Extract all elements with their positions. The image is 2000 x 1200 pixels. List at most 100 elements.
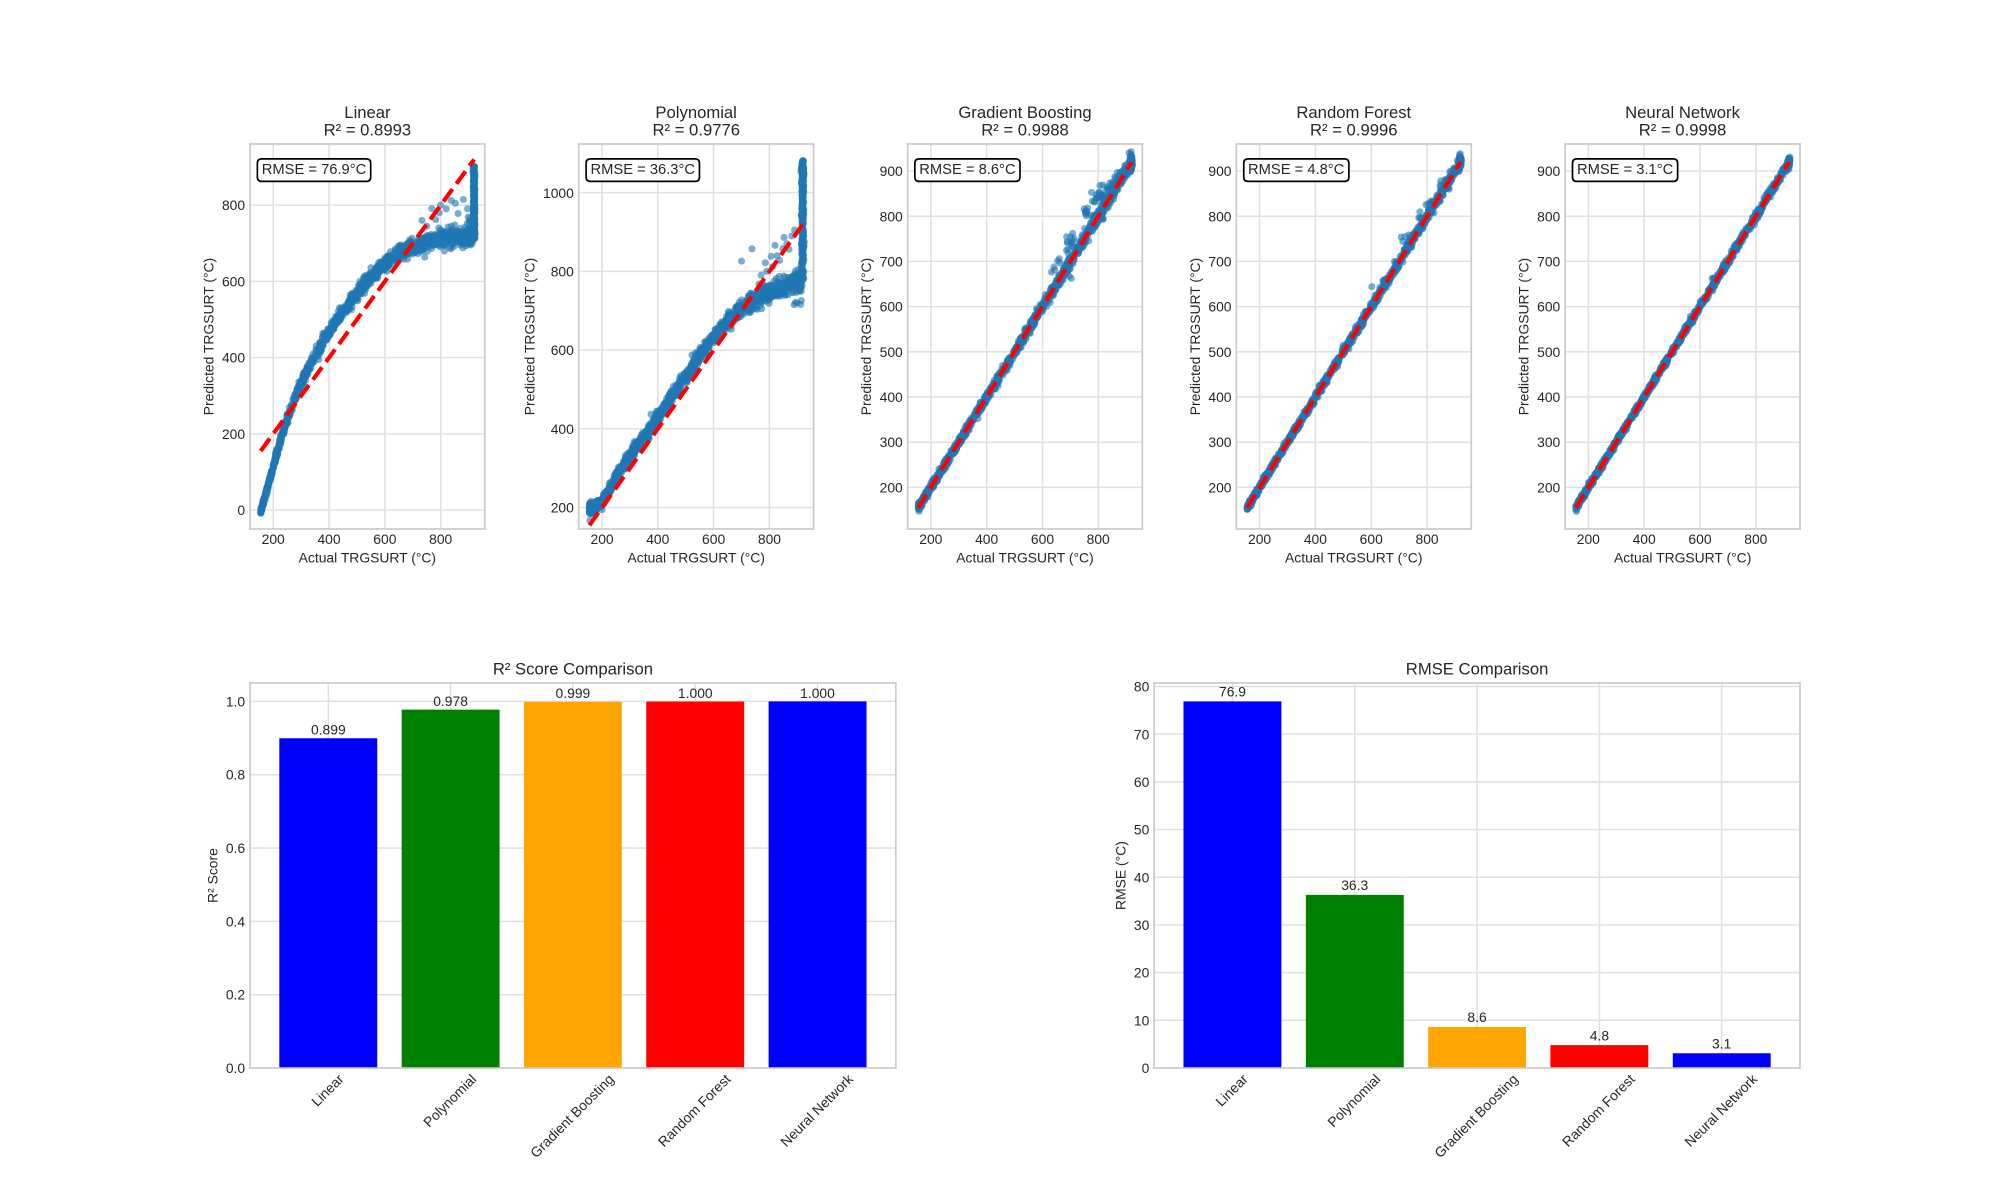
svg-text:Gradient Boosting: Gradient Boosting [958, 103, 1091, 122]
svg-text:Predicted TRGSURT (°C): Predicted TRGSURT (°C) [858, 258, 874, 415]
svg-text:4.8: 4.8 [1590, 1027, 1610, 1043]
svg-text:200: 200 [551, 500, 574, 516]
svg-text:60: 60 [1134, 774, 1150, 790]
svg-text:1.000: 1.000 [800, 685, 835, 701]
svg-text:Random Forest: Random Forest [1296, 103, 1411, 122]
svg-text:800: 800 [429, 531, 452, 547]
svg-text:30: 30 [1134, 917, 1150, 933]
svg-text:R² Score Comparison: R² Score Comparison [493, 660, 653, 679]
svg-text:600: 600 [1688, 531, 1711, 547]
svg-text:3.1: 3.1 [1712, 1035, 1732, 1051]
svg-text:R² = 0.9996: R² = 0.9996 [1310, 121, 1398, 140]
svg-text:0: 0 [237, 502, 245, 518]
svg-text:1000: 1000 [543, 185, 574, 201]
svg-text:RMSE = 76.9°C: RMSE = 76.9°C [262, 162, 367, 178]
svg-text:400: 400 [1537, 389, 1560, 405]
svg-text:200: 200 [1248, 531, 1271, 547]
svg-text:600: 600 [1537, 299, 1560, 315]
svg-text:900: 900 [1208, 163, 1231, 179]
svg-text:200: 200 [1537, 480, 1560, 496]
svg-text:76.9: 76.9 [1219, 684, 1246, 700]
svg-text:Linear: Linear [344, 103, 391, 122]
svg-text:400: 400 [1633, 531, 1656, 547]
svg-text:600: 600 [702, 531, 725, 547]
svg-text:600: 600 [1208, 299, 1231, 315]
svg-text:Predicted TRGSURT (°C): Predicted TRGSURT (°C) [200, 258, 216, 415]
svg-text:RMSE Comparison: RMSE Comparison [1406, 660, 1549, 679]
svg-text:0.899: 0.899 [311, 722, 346, 738]
svg-text:1.0: 1.0 [226, 693, 246, 709]
svg-text:0: 0 [1142, 1060, 1150, 1076]
svg-text:600: 600 [1360, 531, 1383, 547]
svg-text:800: 800 [551, 263, 574, 279]
svg-text:500: 500 [880, 344, 903, 360]
svg-text:Actual TRGSURT (°C): Actual TRGSURT (°C) [956, 549, 1093, 565]
svg-text:1.000: 1.000 [678, 685, 713, 701]
svg-text:R² = 0.9988: R² = 0.9988 [981, 121, 1069, 140]
svg-text:500: 500 [1537, 344, 1560, 360]
svg-text:Neural Network: Neural Network [1625, 103, 1740, 122]
svg-text:200: 200 [1577, 531, 1600, 547]
svg-text:R² = 0.9998: R² = 0.9998 [1639, 121, 1727, 140]
svg-text:800: 800 [880, 208, 903, 224]
svg-text:Actual TRGSURT (°C): Actual TRGSURT (°C) [1614, 549, 1751, 565]
svg-text:200: 200 [919, 531, 942, 547]
svg-text:800: 800 [1744, 531, 1767, 547]
svg-text:70: 70 [1134, 726, 1150, 742]
svg-text:900: 900 [880, 163, 903, 179]
svg-text:R² = 0.8993: R² = 0.8993 [324, 121, 412, 140]
svg-text:200: 200 [880, 480, 903, 496]
svg-text:700: 700 [1208, 253, 1231, 269]
svg-text:600: 600 [222, 273, 245, 289]
svg-text:800: 800 [1416, 531, 1439, 547]
svg-text:Actual TRGSURT (°C): Actual TRGSURT (°C) [299, 549, 436, 565]
svg-text:RMSE = 36.3°C: RMSE = 36.3°C [591, 162, 696, 178]
svg-text:40: 40 [1134, 869, 1150, 885]
svg-text:400: 400 [317, 531, 340, 547]
svg-text:Predicted TRGSURT (°C): Predicted TRGSURT (°C) [1516, 258, 1532, 415]
svg-text:800: 800 [222, 197, 245, 213]
svg-text:400: 400 [975, 531, 998, 547]
svg-text:600: 600 [373, 531, 396, 547]
svg-text:10: 10 [1134, 1012, 1150, 1028]
svg-text:Polynomial: Polynomial [655, 103, 736, 122]
svg-text:600: 600 [551, 342, 574, 358]
svg-text:300: 300 [880, 434, 903, 450]
svg-text:50: 50 [1134, 822, 1150, 838]
svg-text:400: 400 [880, 389, 903, 405]
svg-text:Predicted TRGSURT (°C): Predicted TRGSURT (°C) [1187, 258, 1203, 415]
svg-text:200: 200 [222, 426, 245, 442]
svg-text:Actual TRGSURT (°C): Actual TRGSURT (°C) [1285, 549, 1422, 565]
svg-text:200: 200 [262, 531, 285, 547]
svg-text:Actual TRGSURT (°C): Actual TRGSURT (°C) [628, 549, 765, 565]
svg-text:300: 300 [1537, 434, 1560, 450]
svg-text:600: 600 [1031, 531, 1054, 547]
svg-text:0.978: 0.978 [433, 693, 468, 709]
svg-text:RMSE = 4.8°C: RMSE = 4.8°C [1248, 162, 1345, 178]
svg-text:80: 80 [1134, 679, 1150, 695]
svg-text:0.2: 0.2 [226, 987, 246, 1003]
svg-text:300: 300 [1208, 434, 1231, 450]
svg-text:20: 20 [1134, 965, 1150, 981]
svg-text:700: 700 [1537, 253, 1560, 269]
svg-text:600: 600 [880, 299, 903, 315]
svg-text:36.3: 36.3 [1341, 877, 1368, 893]
svg-text:400: 400 [551, 421, 574, 437]
svg-text:800: 800 [758, 531, 781, 547]
svg-text:Predicted TRGSURT (°C): Predicted TRGSURT (°C) [522, 258, 538, 415]
svg-text:RMSE = 8.6°C: RMSE = 8.6°C [919, 162, 1016, 178]
svg-text:8.6: 8.6 [1467, 1009, 1487, 1025]
svg-text:400: 400 [1304, 531, 1327, 547]
svg-text:0.6: 0.6 [226, 840, 246, 856]
svg-text:800: 800 [1087, 531, 1110, 547]
svg-text:0.999: 0.999 [556, 685, 591, 701]
svg-text:200: 200 [1208, 480, 1231, 496]
svg-text:0.4: 0.4 [226, 913, 246, 929]
svg-text:200: 200 [591, 531, 614, 547]
svg-text:RMSE (°C): RMSE (°C) [1112, 841, 1128, 910]
svg-text:800: 800 [1537, 208, 1560, 224]
svg-text:500: 500 [1208, 344, 1231, 360]
svg-text:0.0: 0.0 [226, 1060, 246, 1076]
svg-text:900: 900 [1537, 163, 1560, 179]
svg-text:700: 700 [880, 253, 903, 269]
